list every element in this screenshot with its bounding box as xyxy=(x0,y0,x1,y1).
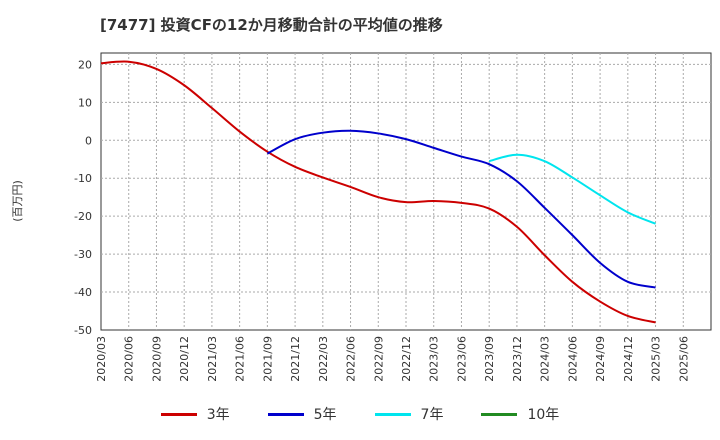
y-tick-label: -20 xyxy=(74,210,92,223)
legend-item-2: 7年 xyxy=(374,404,444,424)
y-tick-label: -10 xyxy=(74,172,92,185)
legend-item-1: 5年 xyxy=(267,404,337,424)
x-tick-label: 2023/12 xyxy=(511,336,524,382)
chart-title: [7477] 投資CFの12か月移動合計の平均値の推移 xyxy=(100,16,443,34)
x-tick-label: 2022/12 xyxy=(400,336,413,382)
x-tick-label: 2023/03 xyxy=(428,336,441,382)
legend-item-3: 10年 xyxy=(481,404,559,424)
x-tick-label: 2024/06 xyxy=(566,336,579,382)
x-tick-label: 2022/03 xyxy=(317,336,330,382)
y-tick-label: 0 xyxy=(85,134,92,147)
x-tick-label: 2021/06 xyxy=(234,336,247,382)
x-tick-label: 2024/12 xyxy=(622,336,635,382)
y-tick-label: 20 xyxy=(78,58,92,71)
series-line-2 xyxy=(488,153,656,225)
y-tick-label: -50 xyxy=(74,324,92,337)
x-tick-label: 2023/06 xyxy=(455,336,468,382)
x-tick-label: 2024/09 xyxy=(594,336,607,382)
legend-swatch xyxy=(267,412,304,416)
legend: 3年 5年 7年 10年 xyxy=(0,404,720,424)
x-tick-label: 2021/12 xyxy=(289,336,302,382)
legend-label: 7年 xyxy=(420,407,444,423)
x-tick-label: 2025/06 xyxy=(677,336,690,382)
legend-label: 5年 xyxy=(313,407,337,423)
legend-label: 3年 xyxy=(206,407,230,423)
x-tick-label: 2022/06 xyxy=(345,336,358,382)
x-tick-label: 2024/03 xyxy=(539,336,552,382)
x-tick-label: 2023/09 xyxy=(483,336,496,382)
legend-item-0: 3年 xyxy=(160,404,230,424)
y-tick-label: -40 xyxy=(74,286,92,299)
y-tick-label: 10 xyxy=(78,96,92,109)
x-tick-label: 2025/03 xyxy=(650,336,663,382)
x-tick-label: 2020/03 xyxy=(95,336,108,382)
x-tick-label: 2022/09 xyxy=(372,336,385,382)
x-tick-label: 2020/09 xyxy=(150,336,163,382)
series-line-1 xyxy=(266,129,656,289)
series-line-0 xyxy=(100,60,656,324)
legend-swatch xyxy=(481,412,518,416)
legend-swatch xyxy=(160,412,197,416)
y-tick-label: -30 xyxy=(74,248,92,261)
x-tick-label: 2020/12 xyxy=(178,336,191,382)
legend-label: 10年 xyxy=(527,407,560,423)
x-tick-label: 2021/03 xyxy=(206,336,219,382)
x-tick-label: 2021/09 xyxy=(261,336,274,382)
line-chart: 2020/03 2020/06 2020/09 2020/12 2021/03 2021/… xyxy=(74,52,712,382)
legend-swatch xyxy=(374,412,411,416)
x-tick-label: 2020/06 xyxy=(123,336,136,382)
